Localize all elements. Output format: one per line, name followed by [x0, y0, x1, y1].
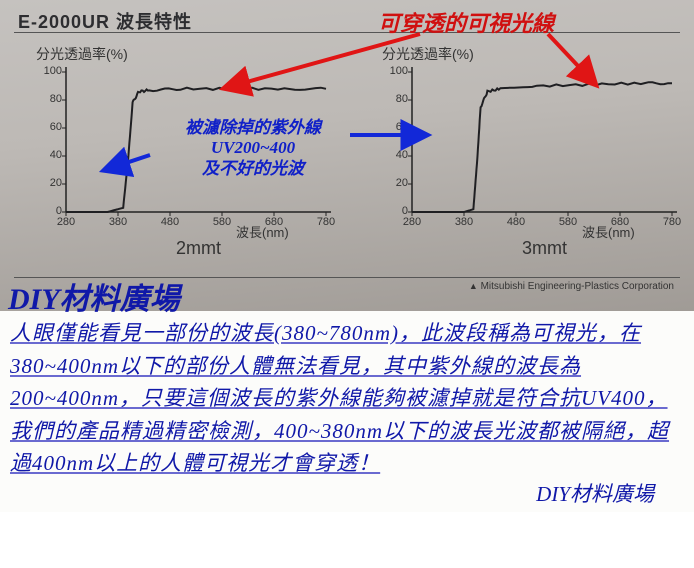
- ytick-label: 80: [34, 93, 62, 105]
- ytick-label: 100: [380, 65, 408, 77]
- ytick-label: 40: [380, 149, 408, 161]
- xtick-label: 580: [553, 216, 583, 228]
- y-axis-label-right: 分光透過率(%): [382, 44, 474, 64]
- ytick-label: 40: [34, 149, 62, 161]
- ytick-label: 80: [380, 93, 408, 105]
- ytick-label: 100: [34, 65, 62, 77]
- chart-right-3mmt: 分光透過率(%) 波長(nm) 3mmt 0204060801002803804…: [372, 44, 682, 254]
- xtick-label: 280: [51, 216, 81, 228]
- product-title: E-2000UR 波長特性: [18, 8, 192, 34]
- corporation-label: ▲ Mitsubishi Engineering-Plastics Corpor…: [469, 281, 674, 292]
- corp-text: Mitsubishi Engineering-Plastics Corporat…: [481, 281, 674, 292]
- signature: DIY材料廣場: [10, 478, 684, 508]
- description-panel: 人眼僅能看見一部份的波長(380~780nm)，此波段稱為可視光，在380~40…: [0, 311, 694, 512]
- uv-line3: 及不好的光波: [202, 159, 304, 178]
- annotation-uv-filtered: 被濾除掉的紫外線 UV200~400 及不好的光波: [148, 118, 358, 179]
- annotation-visible-light: 可穿透的可視光線: [378, 6, 554, 38]
- thickness-label-left: 2mmt: [176, 238, 221, 259]
- xtick-label: 680: [605, 216, 635, 228]
- xtick-label: 680: [259, 216, 289, 228]
- chart-photo-panel: E-2000UR 波長特性 可穿透的可視光線 分光透過率(%) 波長(nm) 2…: [0, 0, 694, 311]
- y-axis-label-left: 分光透過率(%): [36, 44, 128, 64]
- ytick-label: 20: [34, 177, 62, 189]
- xtick-label: 480: [501, 216, 531, 228]
- uv-line1: 被濾除掉的紫外線: [185, 118, 321, 137]
- description-paragraph: 人眼僅能看見一部份的波長(380~780nm)，此波段稱為可視光，在380~40…: [10, 317, 684, 480]
- chart-right-svg: [372, 62, 682, 242]
- xtick-label: 580: [207, 216, 237, 228]
- ytick-label: 60: [34, 121, 62, 133]
- watermark-diy: DIY材料廣場: [8, 274, 180, 318]
- uv-line2: UV200~400: [211, 138, 295, 157]
- ytick-label: 60: [380, 121, 408, 133]
- xtick-label: 380: [449, 216, 479, 228]
- xtick-label: 780: [657, 216, 687, 228]
- divider-top: [14, 32, 680, 33]
- ytick-label: 20: [380, 177, 408, 189]
- xtick-label: 280: [397, 216, 427, 228]
- xtick-label: 380: [103, 216, 133, 228]
- thickness-label-right: 3mmt: [522, 238, 567, 259]
- xtick-label: 780: [311, 216, 341, 228]
- xtick-label: 480: [155, 216, 185, 228]
